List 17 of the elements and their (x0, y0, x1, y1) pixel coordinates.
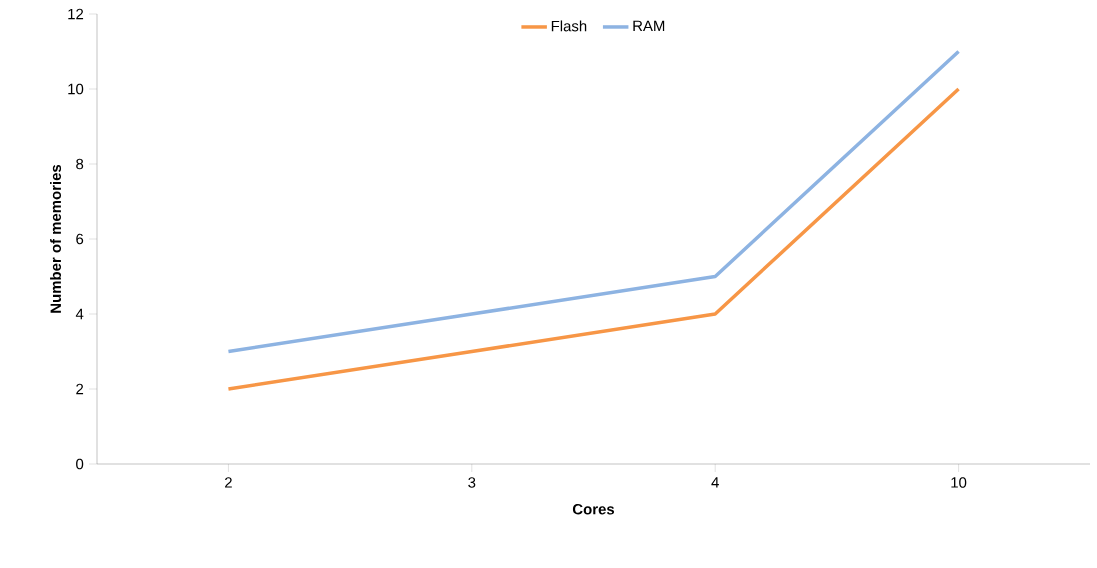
x-tick-label: 10 (951, 477, 967, 488)
y-tick-label: 0 (76, 458, 84, 470)
line-series (226, 49, 961, 354)
legend-label: Flash (551, 20, 587, 32)
y-tick-label: 2 (76, 383, 84, 395)
y-axis-title: Number of memories (50, 164, 62, 313)
y-tick-label: 8 (76, 158, 84, 170)
x-axis-title: Cores (572, 503, 615, 515)
x-tick-label: 3 (468, 477, 476, 488)
y-tick-label: 4 (75, 308, 84, 320)
x-tick-label: 4 (711, 477, 719, 488)
line-series (226, 87, 961, 391)
y-tick-label: 12 (68, 8, 84, 20)
y-tick-label: 10 (68, 83, 84, 95)
y-tick-label: 6 (76, 233, 84, 245)
x-tick-label: 2 (225, 477, 232, 488)
legend-label: RAM (633, 20, 665, 31)
